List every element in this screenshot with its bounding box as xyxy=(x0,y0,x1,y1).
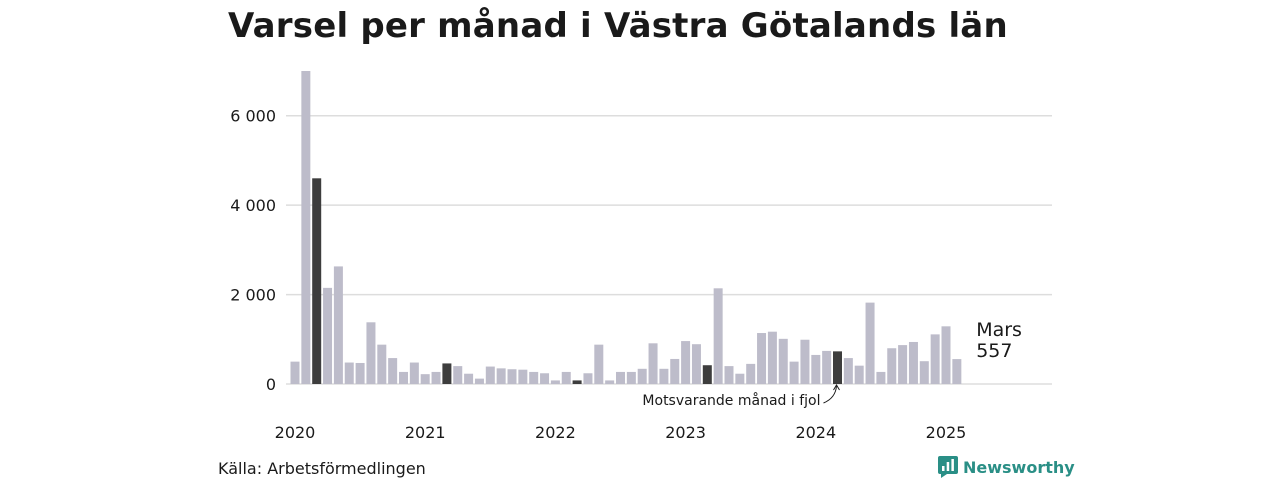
y-tick-label: 0 xyxy=(266,375,276,394)
bar xyxy=(605,380,615,384)
bar xyxy=(908,341,918,384)
bar xyxy=(464,373,474,384)
bar-same-month-previous-year xyxy=(442,363,452,384)
x-tick-label: 2023 xyxy=(665,423,706,442)
x-tick-label: 2025 xyxy=(926,423,967,442)
bar xyxy=(355,362,365,384)
bar-same-month-previous-year xyxy=(312,178,322,384)
bar xyxy=(377,344,387,384)
last-value-label: 557 xyxy=(976,340,1012,362)
source-note: Källa: Arbetsförmedlingen xyxy=(218,459,426,478)
bar xyxy=(409,362,419,384)
bar xyxy=(290,361,300,384)
same-month-last-year-label: Motsvarande månad i fjol xyxy=(642,392,820,409)
bar xyxy=(550,380,560,384)
bar xyxy=(843,358,853,384)
bar xyxy=(865,302,875,384)
bar xyxy=(420,374,430,384)
x-axis-ticks: 2020 2021 2022 2023 2024 2025 xyxy=(275,423,967,442)
bar xyxy=(757,333,767,384)
bar xyxy=(540,373,550,384)
bar xyxy=(767,331,777,384)
bar xyxy=(561,371,571,384)
bar xyxy=(388,358,398,384)
bar xyxy=(778,338,788,384)
bar xyxy=(518,369,528,384)
bar xyxy=(648,343,658,384)
annotation-arrow-head xyxy=(833,384,840,391)
brand: Newsworthy xyxy=(938,456,1075,478)
bar xyxy=(713,288,723,384)
bar xyxy=(800,339,810,384)
brand-name: Newsworthy xyxy=(963,457,1075,477)
bar xyxy=(887,348,897,384)
bar xyxy=(485,366,495,384)
bar xyxy=(431,371,441,384)
bar xyxy=(746,363,756,384)
bar xyxy=(399,371,408,384)
bar-same-month-previous-year xyxy=(572,380,582,384)
bar xyxy=(594,344,604,384)
bar xyxy=(637,368,647,384)
last-month-label: Mars xyxy=(976,319,1022,341)
bar xyxy=(583,373,593,384)
bar xyxy=(626,371,636,384)
bar xyxy=(344,362,354,384)
bar xyxy=(930,334,940,384)
bar xyxy=(659,368,669,384)
y-tick-label: 4 000 xyxy=(230,196,276,215)
bar xyxy=(366,322,376,384)
bar-same-month-previous-year xyxy=(833,351,842,384)
y-tick-label: 2 000 xyxy=(230,286,276,305)
bar xyxy=(854,365,864,384)
bars xyxy=(290,71,962,384)
bar xyxy=(691,344,701,384)
bar xyxy=(822,350,832,384)
bar xyxy=(616,371,625,384)
bar xyxy=(507,369,517,384)
bar xyxy=(323,287,333,384)
bar-same-month-previous-year xyxy=(702,365,712,384)
bar xyxy=(789,361,799,384)
bar xyxy=(333,266,343,384)
x-tick-label: 2024 xyxy=(795,423,836,442)
x-tick-label: 2020 xyxy=(275,423,316,442)
bar xyxy=(898,345,908,384)
bar xyxy=(735,373,745,384)
x-tick-label: 2021 xyxy=(405,423,446,442)
bar xyxy=(670,358,680,384)
bar xyxy=(301,71,311,384)
bar xyxy=(941,326,951,384)
bar xyxy=(496,368,506,384)
bar xyxy=(724,366,734,384)
bar xyxy=(453,366,463,384)
bar xyxy=(681,341,691,384)
y-tick-label: 6 000 xyxy=(230,107,276,126)
newsworthy-logo-icon xyxy=(938,456,958,478)
chart-title: Varsel per månad i Västra Götalands län xyxy=(228,6,1008,46)
bar xyxy=(529,371,539,384)
bar xyxy=(474,378,484,384)
x-tick-label: 2022 xyxy=(535,423,576,442)
annotation-arrow-line xyxy=(823,385,837,404)
y-axis-ticks: 0 2 000 4 000 6 000 xyxy=(230,107,276,394)
bar xyxy=(811,354,821,384)
bar xyxy=(876,371,886,384)
bar xyxy=(919,361,929,384)
bar xyxy=(952,359,962,384)
